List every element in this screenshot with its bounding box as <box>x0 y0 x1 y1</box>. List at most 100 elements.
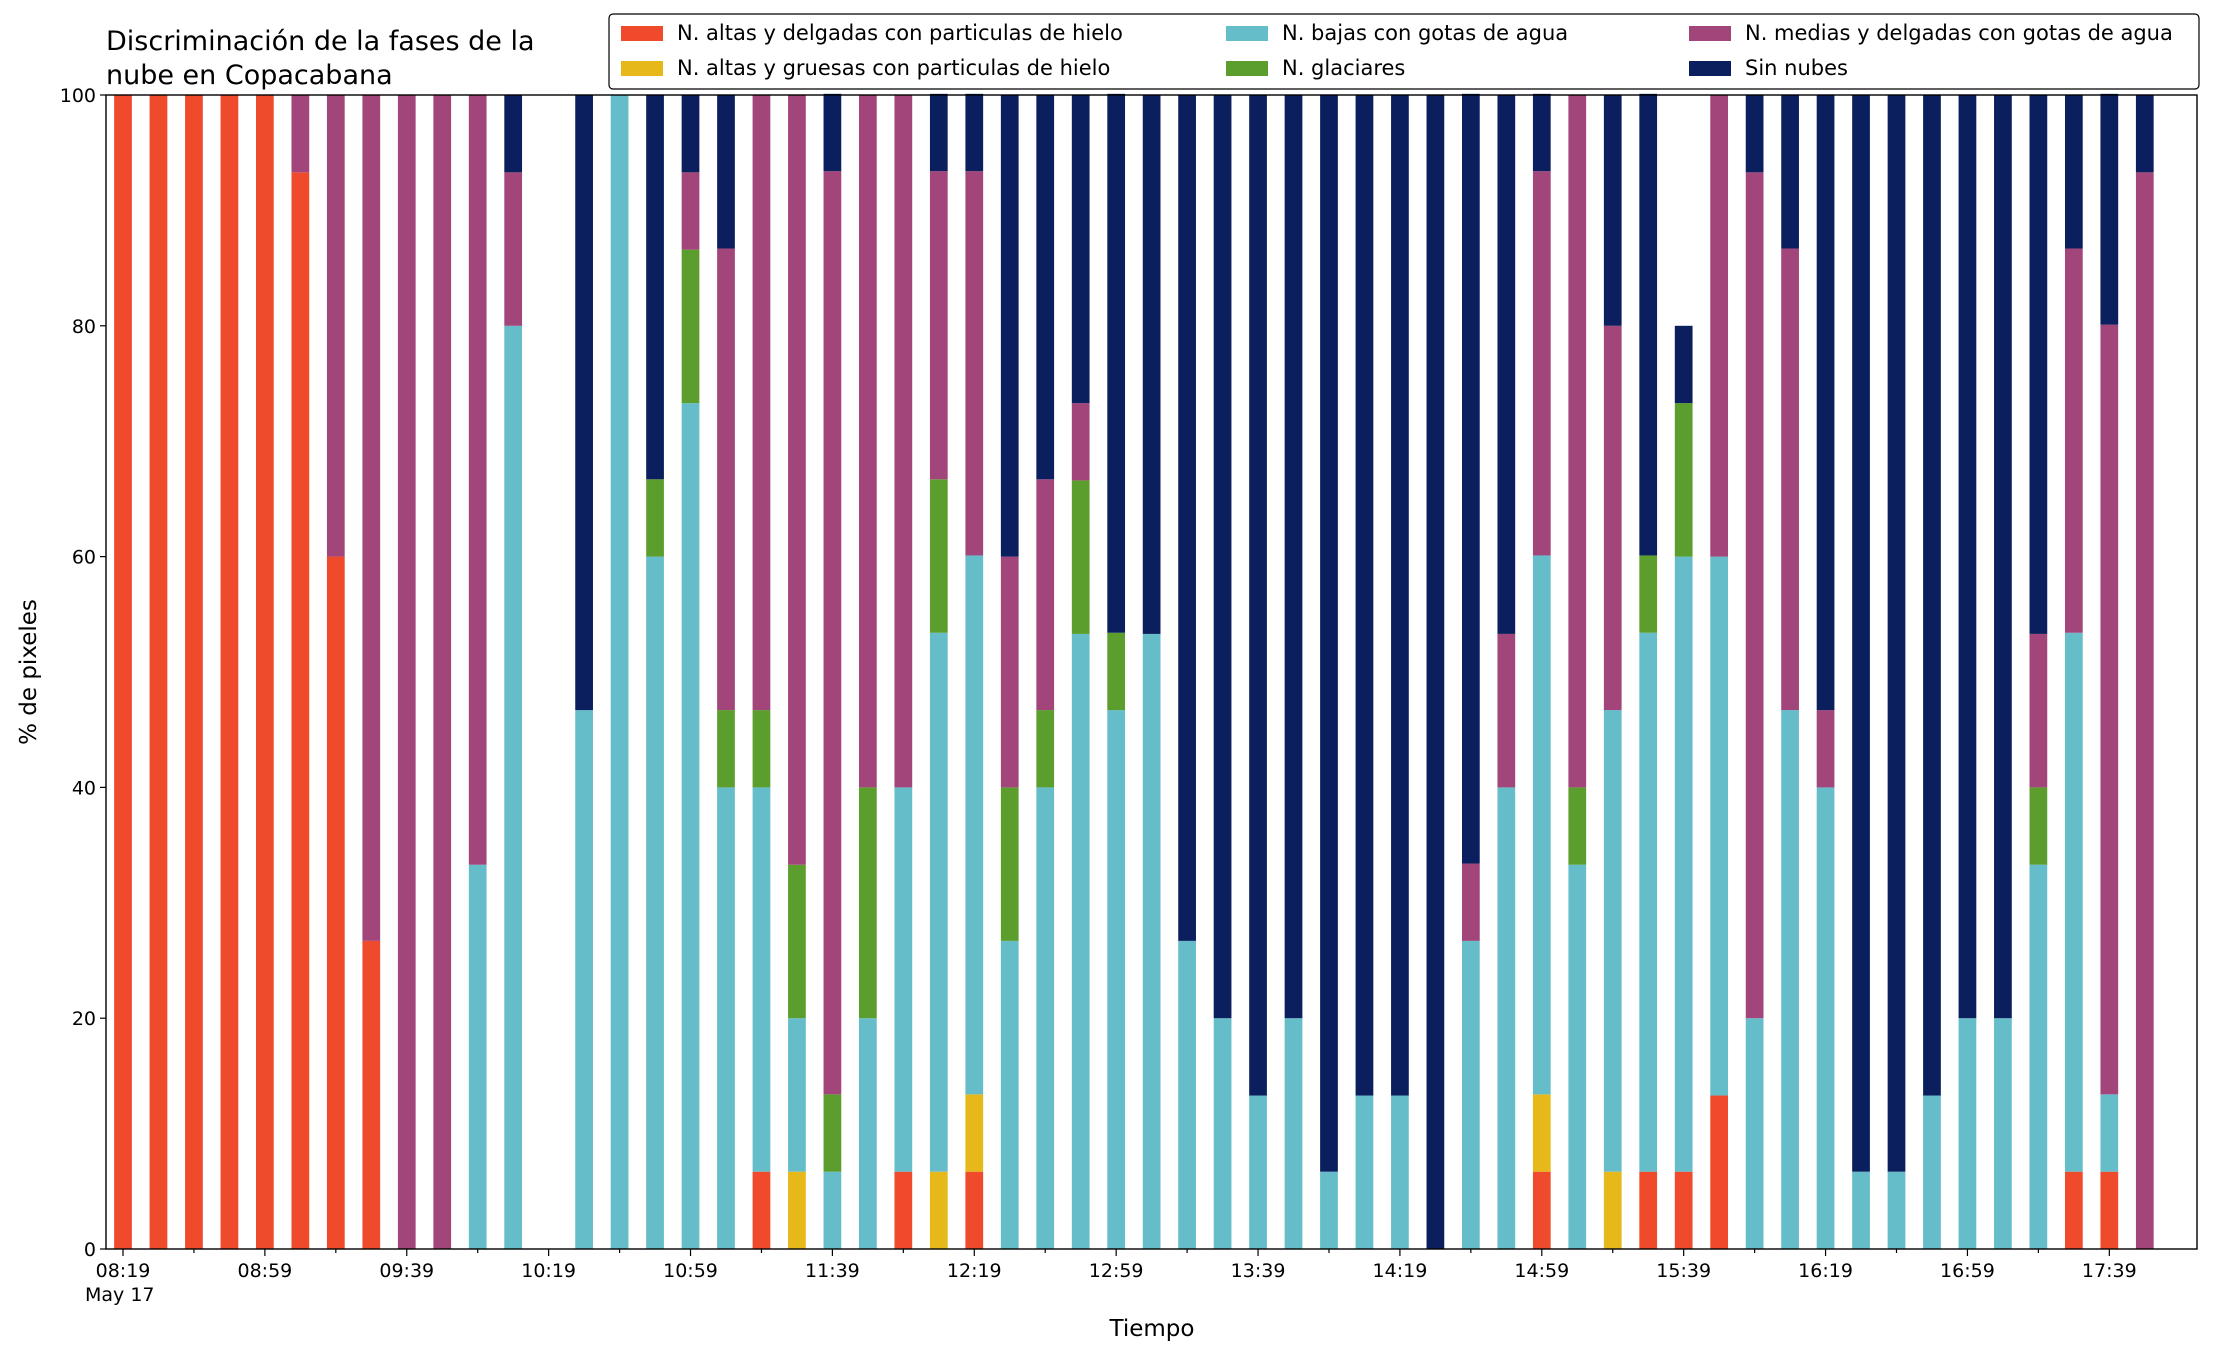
bar-segment <box>1461 940 1480 1249</box>
bar-segment <box>752 1171 771 1249</box>
bar-segment <box>291 172 310 1249</box>
bar-segment <box>2064 1171 2083 1249</box>
bar-segment <box>2135 172 2154 1249</box>
x-tick-label: 17:39 <box>2082 1260 2137 1282</box>
bar-segment <box>1107 710 1126 1249</box>
bar-segment <box>575 95 593 711</box>
bar-segment <box>1036 479 1055 711</box>
y-tick-label: 100 <box>60 85 96 107</box>
bar-segment <box>1532 93 1551 172</box>
bar-segment <box>1284 95 1303 1019</box>
legend-swatch <box>1689 26 1731 41</box>
bar-segment <box>1781 95 1799 249</box>
bar-segment <box>1852 95 1870 1172</box>
x-tick-label: 13:39 <box>1231 1260 1286 1282</box>
bar-segment <box>788 1171 806 1249</box>
x-tick-label: 15:39 <box>1656 1260 1711 1282</box>
bar-segment <box>468 95 487 865</box>
bar-segment <box>1000 940 1019 1249</box>
y-tick-label: 20 <box>72 1008 96 1030</box>
bar-segment <box>1745 172 1764 1019</box>
bar-segment <box>2100 1094 2119 1172</box>
bar-segment <box>2100 324 2119 1095</box>
bar-segment <box>1497 95 1516 634</box>
bar-segment <box>2100 1171 2119 1249</box>
bar-segment <box>859 1018 877 1249</box>
bar-segment <box>1391 1095 1409 1249</box>
x-tick-label: 08:59 <box>237 1260 292 1282</box>
bar-segment <box>859 787 877 1019</box>
y-tick-label: 40 <box>72 777 96 799</box>
x-tick-label: 10:59 <box>663 1260 718 1282</box>
bar-segment <box>1923 95 1941 1096</box>
bar-segment <box>291 95 310 173</box>
legend-label: N. medias y delgadas con gotas de agua <box>1745 21 2173 45</box>
bar-segment <box>894 787 913 1172</box>
y-axis-label: % de pixeles <box>16 599 42 745</box>
bar-segment <box>1639 1171 1658 1249</box>
x-tick-label: 09:39 <box>379 1260 434 1282</box>
bar-segment <box>1249 95 1267 1096</box>
bar-segment <box>1355 95 1374 1096</box>
bar-segment <box>1639 632 1658 1172</box>
bar-segment <box>788 864 806 1019</box>
bar-segment <box>1532 1094 1551 1172</box>
bar-segment <box>1391 95 1409 1096</box>
legend-swatch <box>1226 26 1268 41</box>
x-tick-label: 08:19 <box>96 1260 151 1282</box>
bar-segment <box>823 171 842 1095</box>
bar-segment <box>646 95 664 480</box>
bar-segment <box>504 325 523 1249</box>
bar-segment <box>2064 248 2083 633</box>
legend-label: N. glaciares <box>1282 56 1405 80</box>
bar-segment <box>1000 787 1019 941</box>
bar-segment <box>1887 95 1906 1172</box>
bar-segment <box>1497 633 1516 788</box>
bar-segment <box>1284 1018 1303 1249</box>
legend-label: N. bajas con gotas de agua <box>1282 21 1568 45</box>
bar-segment <box>1320 1171 1338 1249</box>
bar-segment <box>256 95 274 1249</box>
bar-segment <box>1674 325 1693 404</box>
bar-segment <box>1887 1171 1906 1249</box>
bar-segment <box>1603 710 1622 1172</box>
bar-segment <box>149 95 168 1249</box>
bar-segment <box>929 93 948 172</box>
bar-segment <box>717 248 735 711</box>
bar-segment <box>681 403 700 1249</box>
bar-segment <box>1568 787 1587 865</box>
bar-segment <box>1071 95 1090 404</box>
bar-segment <box>1958 1018 1977 1249</box>
bar-segment <box>504 95 523 173</box>
bar-segment <box>646 479 664 557</box>
bar-segment <box>752 787 771 1172</box>
legend-box <box>608 13 2200 90</box>
bar-segment <box>114 95 132 1249</box>
plot-frame <box>105 94 2198 1250</box>
bar-segment <box>965 1094 984 1172</box>
bar-segment <box>362 940 381 1249</box>
bar-segment <box>1036 710 1055 788</box>
x-tick-sublabel: May 17 <box>85 1284 155 1306</box>
bar-segment <box>575 710 593 1249</box>
bar-segment <box>1674 556 1693 1172</box>
bar-segment <box>965 171 984 556</box>
y-tick-label: 80 <box>72 316 96 338</box>
bar-segment <box>362 95 381 941</box>
bar-segment <box>2064 632 2083 1172</box>
bar-segment <box>1958 95 1977 1019</box>
x-tick-label: 16:59 <box>1940 1260 1995 1282</box>
bar-segment <box>2135 95 2154 173</box>
bar-segment <box>2100 93 2119 325</box>
bar-segment <box>717 95 735 249</box>
x-tick-label: 11:39 <box>805 1260 860 1282</box>
bar-segment <box>1781 248 1799 711</box>
bar-segment <box>1071 403 1090 481</box>
bar-segment <box>1674 1171 1693 1249</box>
bar-segment <box>433 95 452 1249</box>
bar-segment <box>1426 95 1445 1249</box>
bar-segment <box>1745 95 1764 173</box>
chart-title: Discriminación de la fases de la <box>106 26 535 57</box>
bar-segment <box>1249 1095 1267 1249</box>
